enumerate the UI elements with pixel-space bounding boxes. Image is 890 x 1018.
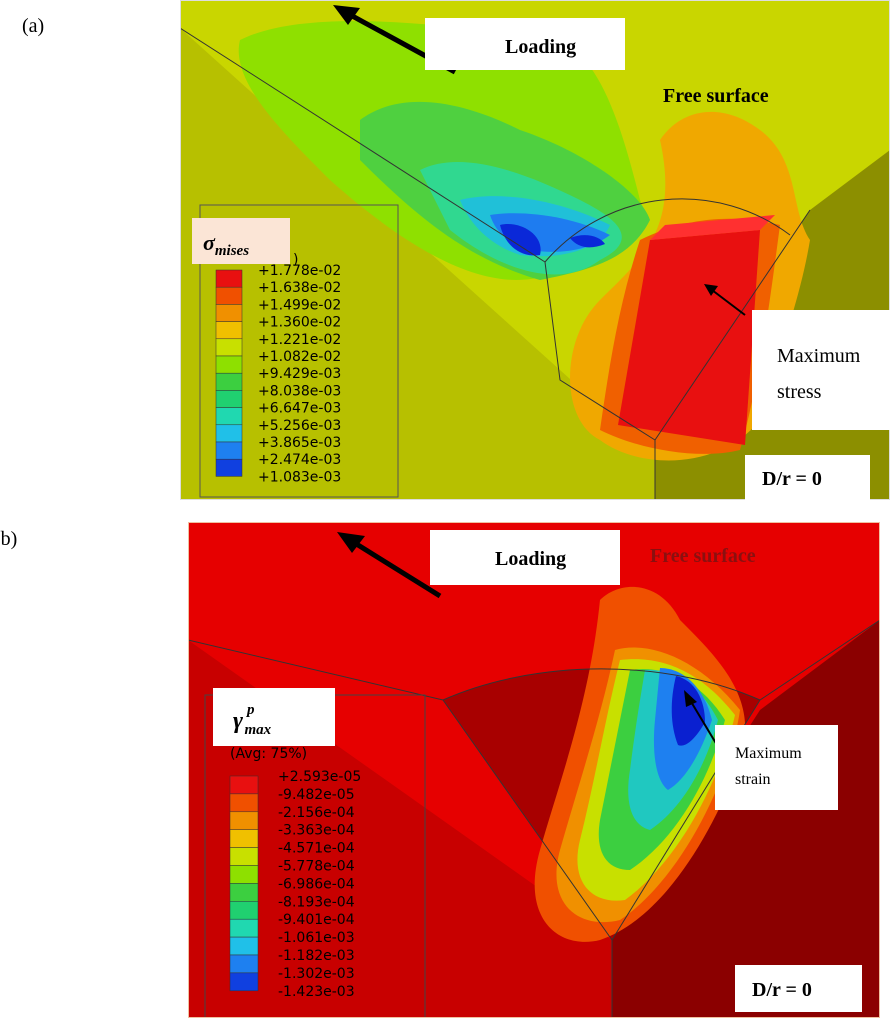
legend-label: -1.423e-03	[278, 984, 355, 1000]
legend-label: -3.363e-04	[278, 823, 355, 839]
legend-swatch	[230, 883, 258, 901]
legend-label: -1.302e-03	[278, 966, 355, 982]
legend-swatch	[216, 373, 242, 390]
annotation-line: strain	[735, 771, 771, 788]
legend-swatch	[230, 901, 258, 919]
legend-label: -9.482e-05	[278, 787, 355, 803]
loading-text: Loading	[495, 548, 566, 570]
legend-swatch	[216, 356, 242, 373]
ratio: D/r = 0	[762, 468, 822, 490]
legend-label: +1.638e-02	[258, 280, 341, 296]
legend-swatch	[216, 270, 242, 287]
symbol-sup: p	[245, 702, 255, 718]
legend-swatch	[230, 830, 258, 848]
legend-label: +1.221e-02	[258, 332, 341, 348]
legend-label: -6.986e-04	[278, 876, 355, 892]
legend-label: -4.571e-04	[278, 841, 355, 857]
legend-swatch	[216, 322, 242, 339]
legend-label: +1.499e-02	[258, 297, 341, 313]
legend-label: -1.182e-03	[278, 948, 355, 964]
legend-swatch	[216, 459, 242, 476]
ratio: D/r = 0	[752, 979, 812, 1001]
legend-swatch	[230, 937, 258, 955]
legend-label: -9.401e-04	[278, 912, 355, 928]
symbol-sub: mises	[215, 243, 249, 259]
legend-swatch	[216, 425, 242, 442]
annotation-line: Maximum	[735, 745, 802, 762]
legend-swatch	[230, 973, 258, 991]
legend-swatch	[230, 955, 258, 973]
symbol-box	[213, 688, 335, 746]
legend-swatch	[216, 339, 242, 356]
legend-swatch	[216, 408, 242, 425]
legend-label: +1.778e-02	[258, 263, 341, 279]
legend-swatch	[216, 287, 242, 304]
legend-label: -1.061e-03	[278, 930, 355, 946]
legend-label: +6.647e-03	[258, 401, 341, 417]
legend-swatch	[230, 776, 258, 794]
panel-label: (a)	[22, 15, 44, 37]
legend-swatch	[230, 919, 258, 937]
legend-label: -8.193e-04	[278, 894, 355, 910]
legend-swatch	[230, 794, 258, 812]
legend-label: +1.360e-02	[258, 315, 341, 331]
annotation-box	[715, 725, 838, 810]
legend-label: +1.083e-03	[258, 469, 341, 485]
legend-label: -5.778e-04	[278, 859, 355, 875]
legend-label: +9.429e-03	[258, 366, 341, 382]
legend-swatch	[216, 442, 242, 459]
legend-swatch	[216, 304, 242, 321]
legend-label: +1.082e-02	[258, 349, 341, 365]
annotation-line: Maximum	[777, 345, 861, 367]
annotation-box	[752, 310, 890, 430]
free-surface-text: Free surface	[650, 545, 756, 567]
symbol-sub: max	[244, 722, 271, 738]
legend-label: +8.038e-03	[258, 383, 341, 399]
legend-label: +2.474e-03	[258, 452, 341, 468]
legend-swatch	[216, 390, 242, 407]
legend-label: +2.593e-05	[278, 769, 361, 785]
legend-avg: (Avg: 75%)	[230, 746, 307, 762]
legend-label: -2.156e-04	[278, 805, 355, 821]
legend-label: +5.256e-03	[258, 418, 341, 434]
symbol-base: γ	[233, 708, 243, 734]
free-surface-text: Free surface	[663, 85, 769, 107]
figure: (a) Loading Free surface ) σmises Maximu…	[0, 0, 890, 1018]
legend-label: +3.865e-03	[258, 435, 341, 451]
legend-swatch	[230, 848, 258, 866]
panel-label: (b)	[0, 528, 17, 550]
annotation-line: stress	[777, 381, 822, 403]
loading-text: Loading	[505, 36, 576, 58]
legend-swatch	[230, 812, 258, 830]
legend-swatch	[230, 866, 258, 884]
